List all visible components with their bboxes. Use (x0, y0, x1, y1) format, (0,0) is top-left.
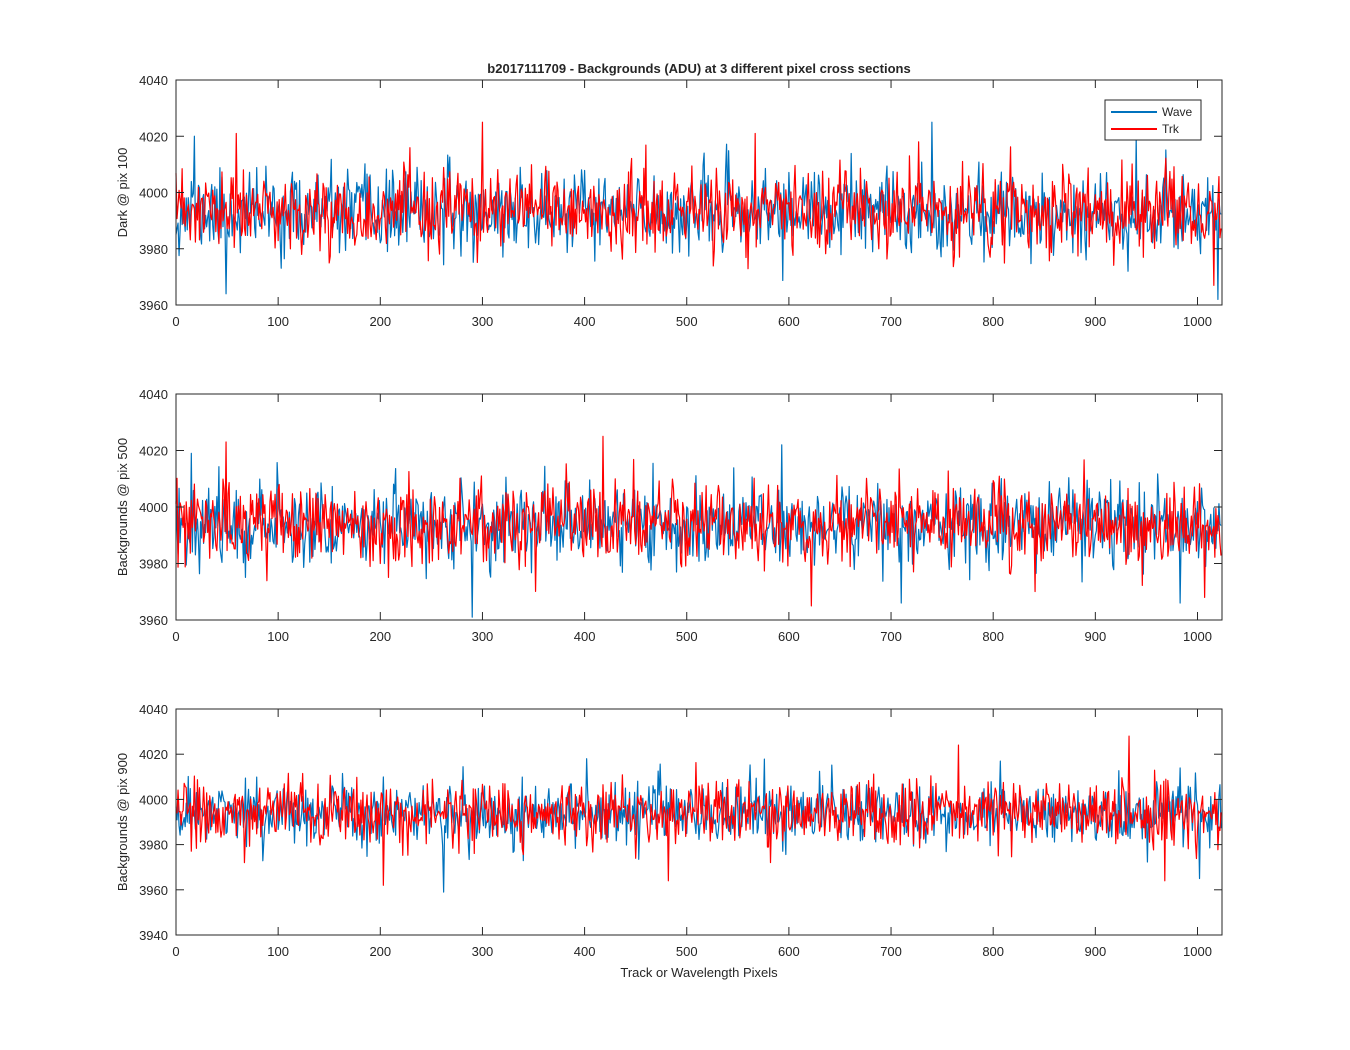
x-tick-label: 400 (574, 629, 596, 644)
legend-label-wave: Wave (1162, 105, 1193, 119)
series-group (175, 735, 1222, 893)
x-tick-label: 300 (472, 944, 494, 959)
x-tick-label: 600 (778, 314, 800, 329)
series-line-trk (175, 735, 1222, 886)
x-tick-label: 500 (676, 629, 698, 644)
y-axis-label: Dark @ pix 100 (115, 148, 130, 238)
x-tick-label: 1000 (1183, 944, 1212, 959)
x-tick-label: 600 (778, 629, 800, 644)
x-tick-label: 100 (267, 944, 289, 959)
y-tick-label: 4040 (139, 73, 168, 88)
x-tick-label: 0 (172, 314, 179, 329)
y-tick-label: 3980 (139, 242, 168, 257)
x-tick-label: 400 (574, 944, 596, 959)
y-tick-label: 4000 (139, 792, 168, 807)
x-tick-label: 100 (267, 629, 289, 644)
series-group (175, 121, 1222, 300)
x-tick-label: 700 (880, 314, 902, 329)
y-axis-label: Backgrounds @ pix 900 (115, 753, 130, 891)
series-line-trk (175, 121, 1222, 286)
legend: Wave Trk (1104, 99, 1202, 141)
x-tick-label: 900 (1084, 944, 1106, 959)
x-tick-label: 400 (574, 314, 596, 329)
y-tick-label: 3980 (139, 557, 168, 572)
x-tick-label: 500 (676, 314, 698, 329)
y-tick-label: 3960 (139, 298, 168, 313)
series-line-wave (175, 758, 1222, 893)
x-tick-label: 100 (267, 314, 289, 329)
x-tick-label: 800 (982, 314, 1004, 329)
x-tick-label: 0 (172, 629, 179, 644)
y-tick-label: 3940 (139, 928, 168, 943)
x-tick-label: 300 (472, 629, 494, 644)
x-tick-label: 900 (1084, 314, 1106, 329)
y-axis-label: Backgrounds @ pix 500 (115, 438, 130, 576)
y-tick-label: 3960 (139, 613, 168, 628)
x-tick-label: 200 (369, 629, 391, 644)
x-tick-label: 1000 (1183, 629, 1212, 644)
y-tick-label: 4040 (139, 702, 168, 717)
y-tick-label: 3960 (139, 883, 168, 898)
series-group (175, 435, 1222, 618)
x-tick-label: 500 (676, 944, 698, 959)
plot-area (175, 79, 1223, 306)
x-tick-label: 800 (982, 944, 1004, 959)
x-tick-label: 800 (982, 629, 1004, 644)
x-tick-label: 300 (472, 314, 494, 329)
panel-1: 0 100 200 300 400 500 600 700 800 900 1000 3960 3980… (115, 73, 1223, 329)
x-axis-label: Track or Wavelength Pixels (620, 965, 778, 980)
x-tick-label: 900 (1084, 629, 1106, 644)
x-tick-label: 200 (369, 944, 391, 959)
y-tick-label: 4000 (139, 500, 168, 515)
legend-label-trk: Trk (1162, 122, 1180, 136)
y-tick-label: 4020 (139, 444, 168, 459)
y-tick-label: 4020 (139, 129, 168, 144)
y-tick-label: 3980 (139, 838, 168, 853)
x-tick-label: 200 (369, 314, 391, 329)
panel-2: 0 100 200 300 400 500 600 700 800 900 1000 3960 3980… (115, 387, 1223, 644)
x-tick-label: 700 (880, 944, 902, 959)
x-tick-label: 600 (778, 944, 800, 959)
y-tick-label: 4000 (139, 186, 168, 201)
x-tick-label: 0 (172, 944, 179, 959)
legend-box (1104, 99, 1202, 141)
axes-border (175, 708, 1223, 936)
panel-3: 0 100 200 300 400 500 600 700 800 900 1000 3940 3960… (115, 702, 1223, 959)
x-tick-label: 700 (880, 629, 902, 644)
x-tick-label: 1000 (1183, 314, 1212, 329)
y-tick-label: 4040 (139, 387, 168, 402)
series-line-trk (175, 435, 1222, 607)
chart-title: b2017111709 - Backgrounds (ADU) at 3 dif… (487, 61, 910, 76)
y-tick-label: 4020 (139, 747, 168, 762)
